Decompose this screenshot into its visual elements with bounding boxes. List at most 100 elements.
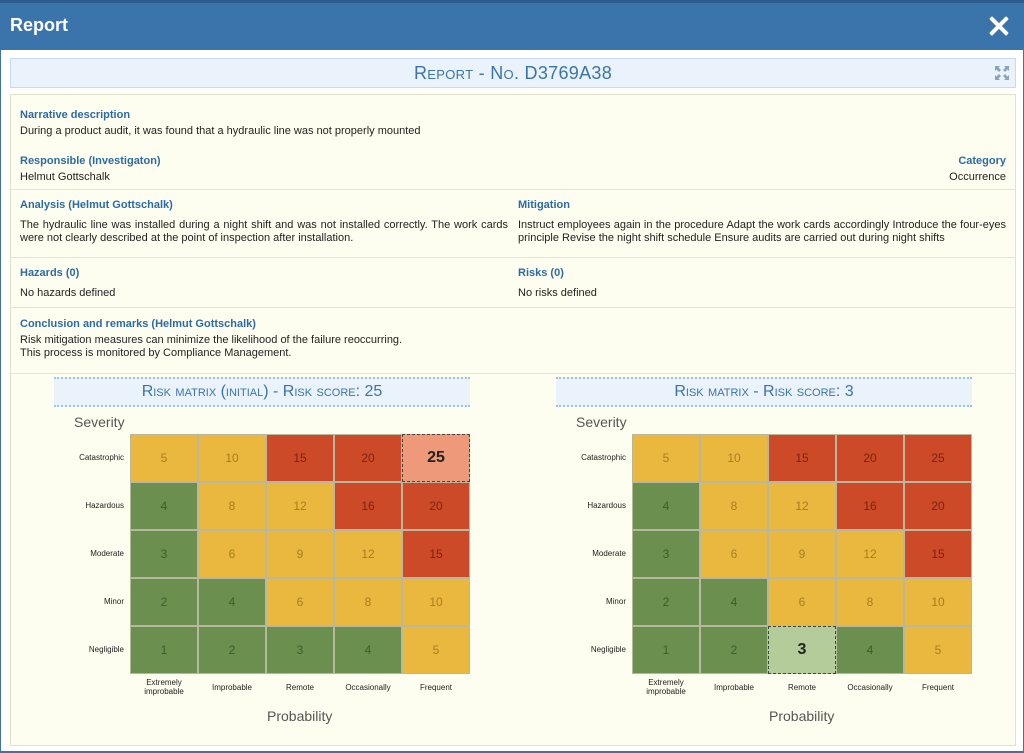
risk-cell[interactable]: 20 — [334, 434, 402, 482]
severity-axis-title: Severity — [74, 414, 125, 430]
risk-cell-selected[interactable]: 25 — [402, 434, 470, 482]
risk-cell[interactable]: 1 — [632, 626, 700, 674]
risk-cell[interactable]: 2 — [700, 626, 768, 674]
responsible-value: Helmut Gottschalk — [20, 171, 110, 183]
risk-cell[interactable]: 4 — [632, 482, 700, 530]
risk-cell[interactable]: 3 — [266, 626, 334, 674]
probability-label-improbable: Improbable — [713, 683, 755, 692]
severity-label-negligible: Negligible — [88, 645, 124, 654]
risk-cell[interactable]: 12 — [334, 530, 402, 578]
risk-cell[interactable]: 15 — [266, 434, 334, 482]
mitigation-text: Instruct employees again in the procedur… — [518, 219, 1006, 244]
risk-cell[interactable]: 10 — [700, 434, 768, 482]
risk-cell[interactable]: 6 — [768, 578, 836, 626]
risk-cell[interactable]: 25 — [904, 434, 972, 482]
risk-cell[interactable]: 3 — [632, 530, 700, 578]
risk-cell[interactable]: 5 — [632, 434, 700, 482]
risk-cell[interactable]: 4 — [130, 482, 198, 530]
risk-cell[interactable]: 10 — [198, 434, 266, 482]
probability-label-extremely-improbable: Extremely improbable — [646, 678, 686, 696]
conclusion-line-2: This process is monitored by Compliance … — [20, 347, 292, 359]
risk-cell[interactable]: 12 — [836, 530, 904, 578]
risk-matrix-title-text: Risk matrix - Risk score: 3 — [674, 383, 854, 400]
risk-cell[interactable]: 9 — [266, 530, 334, 578]
severity-label-hazardous: Hazardous — [587, 501, 626, 510]
probability-label-occasionally: Occasionally — [847, 683, 893, 692]
responsible-label: Responsible (Investigaton) — [20, 155, 161, 167]
expand-icon[interactable] — [994, 65, 1010, 81]
category-label: Category — [958, 155, 1006, 167]
risk-cell[interactable]: 15 — [904, 530, 972, 578]
risk-cell[interactable]: 4 — [700, 578, 768, 626]
conclusion-line-1: Risk mitigation measures can minimize th… — [20, 334, 403, 346]
probability-label-improbable: Improbable — [211, 683, 253, 692]
risk-cell[interactable]: 4 — [334, 626, 402, 674]
severity-label-moderate: Moderate — [592, 549, 626, 558]
probability-label-occasionally: Occasionally — [345, 683, 391, 692]
analysis-text: The hydraulic line was installed during … — [20, 219, 508, 244]
severity-label-moderate: Moderate — [90, 549, 124, 558]
risks-text: No risks defined — [518, 287, 597, 299]
narrative-label: Narrative description — [20, 109, 131, 121]
risk-cell[interactable]: 15 — [768, 434, 836, 482]
divider — [11, 307, 1015, 308]
probability-axis-title: Probability — [769, 708, 835, 724]
risk-cell[interactable]: 12 — [768, 482, 836, 530]
report-title: Report - No. D3769A38 — [413, 63, 613, 83]
risk-cell[interactable]: 5 — [402, 626, 470, 674]
risk-cell[interactable]: 3 — [130, 530, 198, 578]
narrative-text: During a product audit, it was found tha… — [20, 125, 421, 137]
risk-cell[interactable]: 20 — [402, 482, 470, 530]
risk-cell[interactable]: 6 — [198, 530, 266, 578]
risk-cell[interactable]: 10 — [904, 578, 972, 626]
severity-label-negligible: Negligible — [590, 645, 626, 654]
risk-matrix-grid: 5 10 15 20 25 4 8 12 16 20 3 6 9 12 15 2 4 6 8 10 1 2 3 4 5 — [632, 434, 972, 676]
risk-cell[interactable]: 16 — [334, 482, 402, 530]
probability-label-remote: Remote — [787, 683, 816, 692]
risk-cell[interactable]: 20 — [904, 482, 972, 530]
risk-cell[interactable]: 8 — [700, 482, 768, 530]
risk-cell[interactable]: 1 — [130, 626, 198, 674]
risk-cell[interactable]: 4 — [198, 578, 266, 626]
risk-cell[interactable]: 12 — [266, 482, 334, 530]
divider — [11, 373, 1015, 374]
category-value: Occurrence — [949, 171, 1006, 183]
risk-cell[interactable]: 10 — [402, 578, 470, 626]
probability-label-remote: Remote — [285, 683, 314, 692]
window-title: Report — [10, 15, 68, 35]
risk-cell[interactable]: 2 — [198, 626, 266, 674]
risk-matrix-title-text: Risk matrix (initial) - Risk score: 25 — [141, 383, 383, 400]
report-header: Report - No. D3769A38 — [10, 58, 1016, 88]
risk-cell[interactable]: 15 — [402, 530, 470, 578]
probability-label-frequent: Frequent — [921, 683, 955, 692]
risk-cell[interactable]: 8 — [198, 482, 266, 530]
hazards-label: Hazards (0) — [20, 267, 80, 279]
severity-label-hazardous: Hazardous — [85, 501, 124, 510]
close-icon[interactable] — [984, 11, 1014, 41]
probability-label-frequent: Frequent — [419, 683, 453, 692]
risk-cell-selected[interactable]: 3 — [768, 626, 836, 674]
risk-matrix-title: Risk matrix (initial) - Risk score: 25 — [54, 377, 470, 407]
risk-cell[interactable]: 6 — [700, 530, 768, 578]
risk-cell[interactable]: 5 — [904, 626, 972, 674]
risk-matrix-grid: 5 10 15 20 25 4 8 12 16 20 3 6 9 12 15 2 4 6 8 10 1 2 3 4 5 — [130, 434, 470, 676]
risk-cell[interactable]: 2 — [632, 578, 700, 626]
probability-axis-title: Probability — [267, 708, 333, 724]
risk-cell[interactable]: 5 — [130, 434, 198, 482]
probability-label-extremely-improbable: Extremely improbable — [144, 678, 184, 696]
conclusion-label: Conclusion and remarks (Helmut Gottschal… — [20, 318, 256, 330]
risk-cell[interactable]: 8 — [836, 578, 904, 626]
severity-label-catastrophic: Catastrophic — [581, 453, 626, 462]
window-titlebar: Report — [0, 0, 1024, 50]
severity-label-minor: Minor — [605, 597, 626, 606]
risk-cell[interactable]: 2 — [130, 578, 198, 626]
risk-cell[interactable]: 4 — [836, 626, 904, 674]
risk-cell[interactable]: 20 — [836, 434, 904, 482]
risk-cell[interactable]: 9 — [768, 530, 836, 578]
risk-cell[interactable]: 8 — [334, 578, 402, 626]
divider — [11, 189, 1015, 190]
severity-label-catastrophic: Catastrophic — [79, 453, 124, 462]
risk-cell[interactable]: 6 — [266, 578, 334, 626]
risk-matrix-title: Risk matrix - Risk score: 3 — [556, 377, 972, 407]
risk-cell[interactable]: 16 — [836, 482, 904, 530]
